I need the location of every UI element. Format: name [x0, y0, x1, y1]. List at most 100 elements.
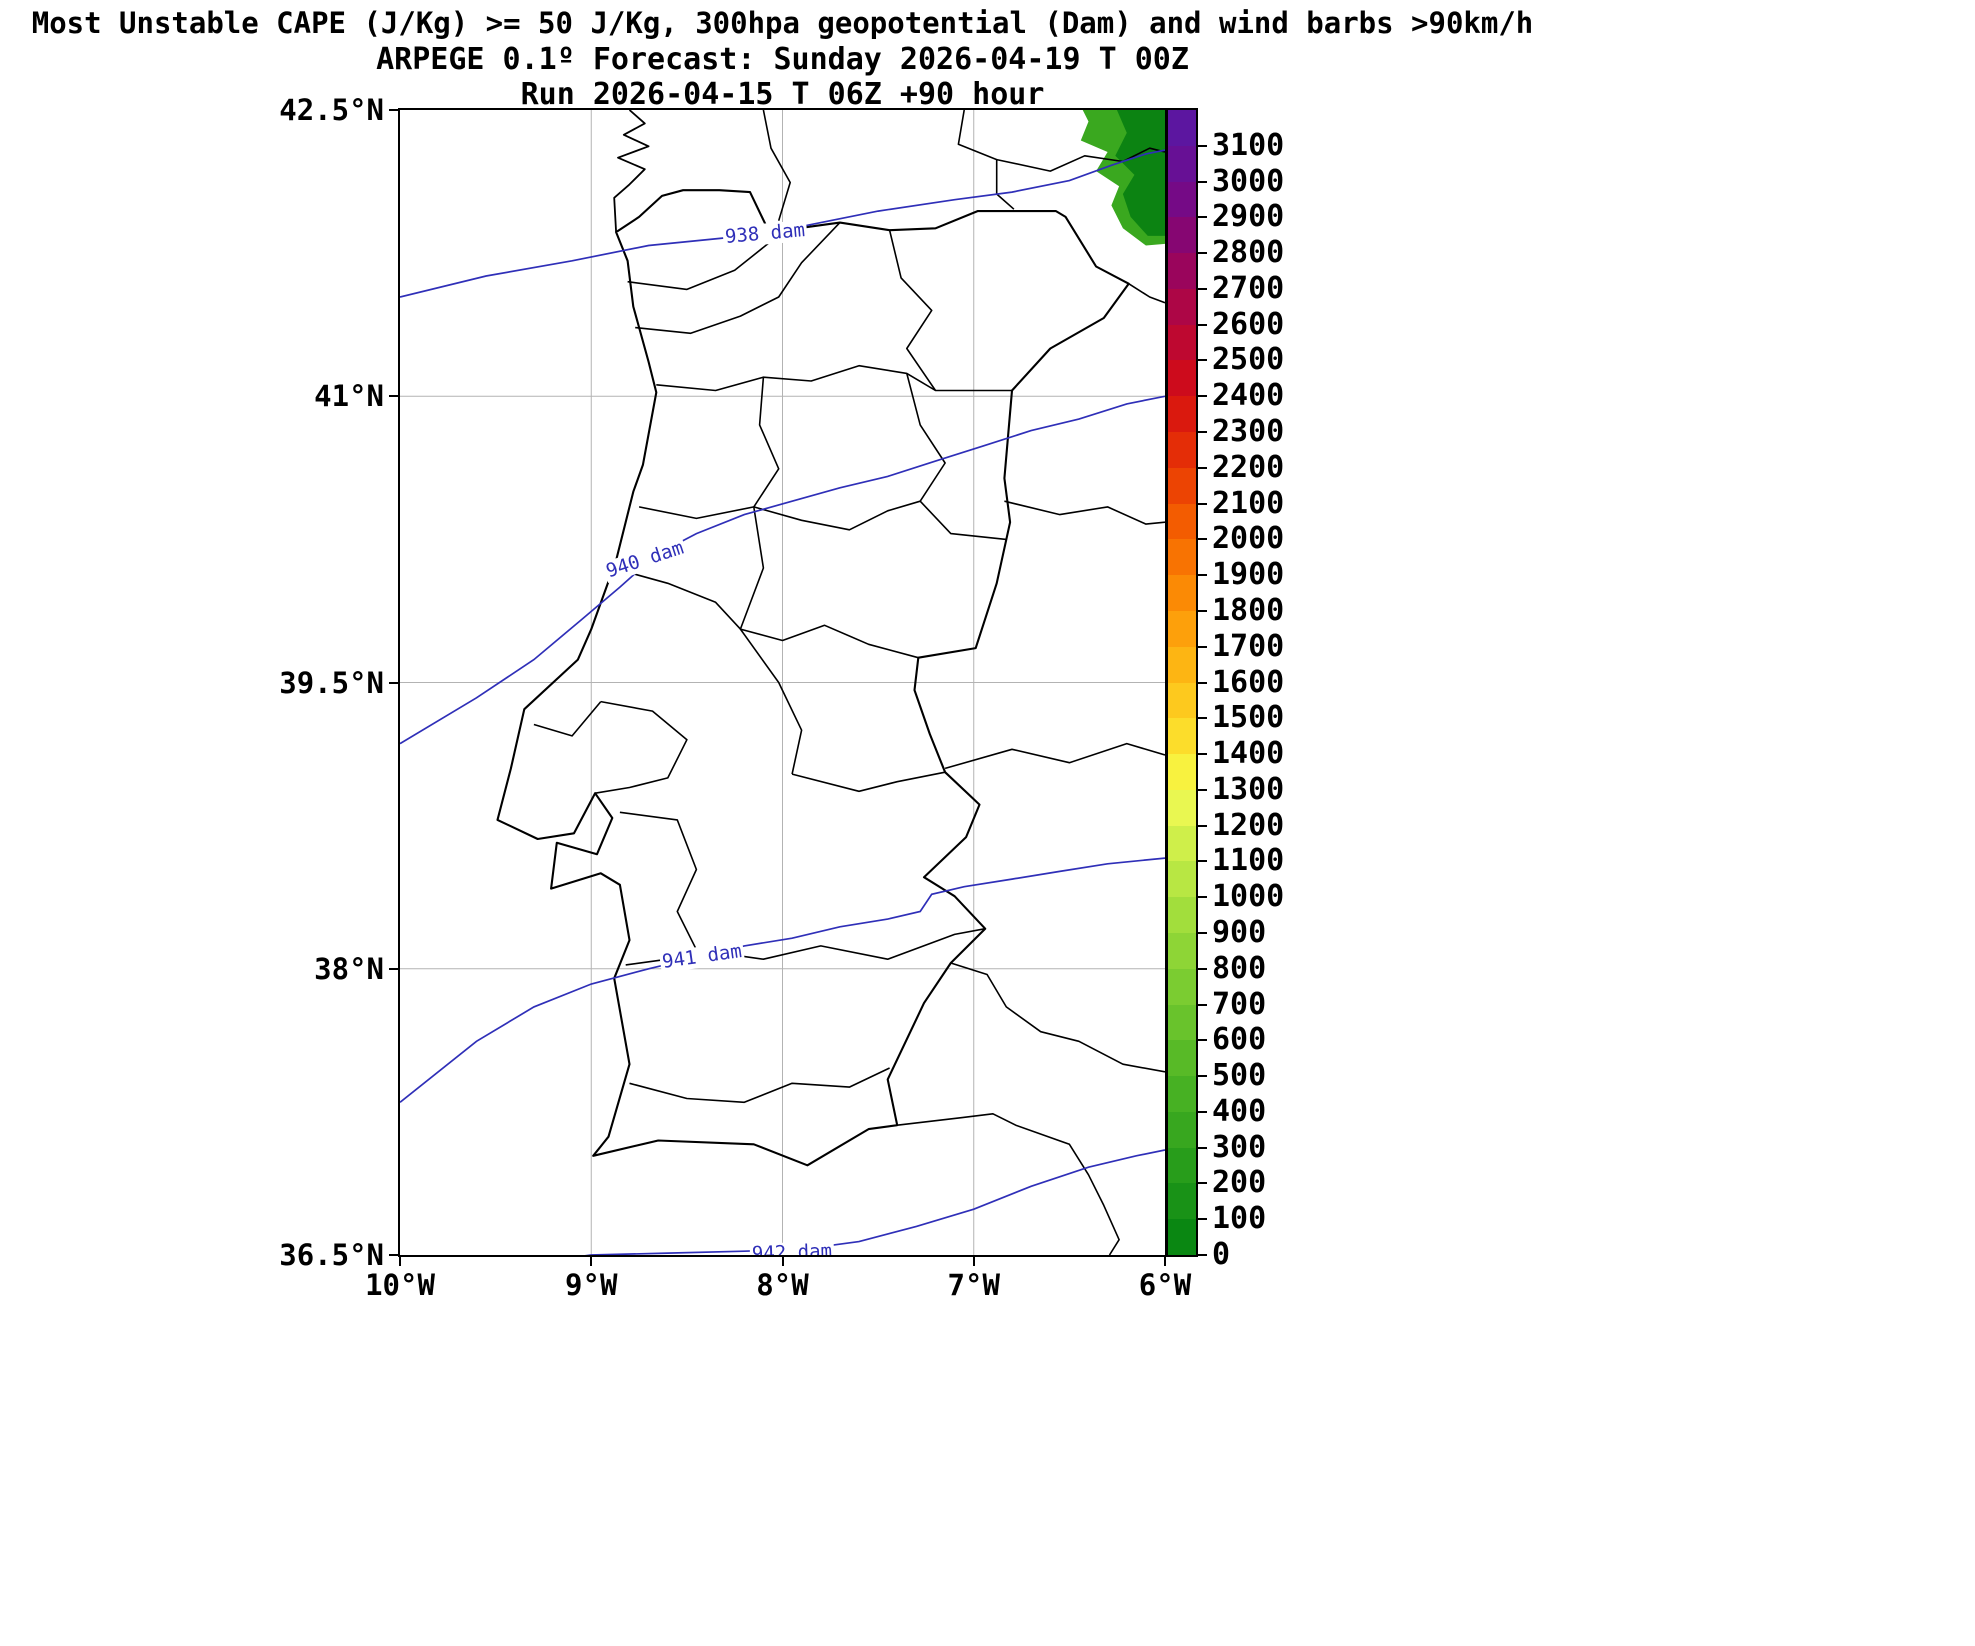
- colorbar-tick-29: [1198, 216, 1207, 219]
- chart-subtitle-forecast: ARPEGE 0.1º Forecast: Sunday 2026-04-19 …: [376, 42, 1189, 77]
- colorbar-segment-19: [1168, 538, 1196, 576]
- geopotential-contour-942: [584, 1149, 1165, 1255]
- colorbar-tick-label-6: 600: [1212, 1022, 1267, 1058]
- colorbar-segment-3: [1168, 1111, 1196, 1148]
- colorbar-tick-13: [1198, 788, 1207, 791]
- colorbar-tick-label-10: 1000: [1212, 879, 1285, 915]
- portugal-district-boundary: [739, 628, 803, 775]
- colorbar-tick-27: [1198, 287, 1207, 290]
- colorbar-segment-25: [1168, 324, 1196, 361]
- colorbar-tick-12: [1198, 824, 1207, 827]
- colorbar-tick-label-15: 1500: [1212, 700, 1285, 736]
- colorbar-tick-label-3: 300: [1212, 1129, 1267, 1165]
- portugal-district-boundary: [906, 373, 1007, 541]
- colorbar-tick-21: [1198, 502, 1207, 505]
- portugal-coast-and-border: [496, 189, 1130, 1167]
- colorbar-tick-20: [1198, 538, 1207, 541]
- y-tick-mark-3: [389, 967, 398, 970]
- colorbar-tick-5: [1198, 1075, 1207, 1078]
- x-tick-label-2: 8°W: [756, 1268, 809, 1302]
- colorbar-tick-0: [1198, 1254, 1207, 1256]
- colorbar-tick-label-9: 900: [1212, 914, 1267, 950]
- portugal-district-boundary: [635, 222, 841, 335]
- colorbar-tick-label-2: 200: [1212, 1165, 1267, 1201]
- chart-title: Most Unstable CAPE (J/Kg) >= 50 J/Kg, 30…: [31, 6, 1534, 40]
- colorbar-tick-3: [1198, 1146, 1207, 1149]
- geopotential-contour-940: [400, 395, 1165, 745]
- colorbar-tick-label-27: 2700: [1212, 270, 1285, 306]
- colorbar-tick-1: [1198, 1218, 1207, 1221]
- colorbar-tick-26: [1198, 323, 1207, 326]
- colorbar-tick-label-0: 0: [1212, 1237, 1231, 1272]
- colorbar-segment-29: [1168, 181, 1196, 218]
- colorbar-segment-2: [1168, 1147, 1196, 1184]
- colorbar-segment-8: [1168, 932, 1196, 969]
- colorbar-segment-18: [1168, 574, 1196, 611]
- colorbar-tick-label-7: 700: [1212, 986, 1267, 1022]
- colorbar-tick-25: [1198, 359, 1207, 362]
- colorbar-tick-label-30: 3000: [1212, 163, 1285, 199]
- spain-province-boundary: [897, 1113, 1120, 1255]
- portugal-district-boundary: [594, 700, 688, 794]
- spain-province-boundary: [944, 742, 1165, 770]
- colorbar-segment-15: [1168, 681, 1196, 719]
- x-tick-mark-2: [781, 1257, 784, 1266]
- colorbar-segment-11: [1168, 825, 1196, 862]
- x-tick-mark-1: [590, 1257, 593, 1266]
- colorbar-tick-23: [1198, 431, 1207, 434]
- colorbar-segment-0: [1168, 1218, 1196, 1255]
- colorbar-tick-label-21: 2100: [1212, 485, 1285, 521]
- colorbar-segment-26: [1168, 288, 1196, 325]
- colorbar-tick-label-26: 2600: [1212, 306, 1285, 342]
- colorbar-tick-6: [1198, 1039, 1207, 1042]
- portugal-district-boundary: [619, 811, 698, 951]
- geopotential-contour-938: [400, 149, 1165, 298]
- colorbar-tick-7: [1198, 1003, 1207, 1006]
- colorbar-segment-1: [1168, 1182, 1196, 1220]
- colorbar-segment-13: [1168, 753, 1196, 790]
- colorbar-segment-20: [1168, 503, 1196, 540]
- colorbar-tick-label-20: 2000: [1212, 521, 1285, 557]
- portugal-district-boundary: [739, 506, 765, 630]
- colorbar-tick-label-12: 1200: [1212, 807, 1285, 843]
- spain-province-boundary: [950, 962, 1165, 1073]
- colorbar-tick-label-13: 1300: [1212, 771, 1285, 807]
- galicia-coastline: [613, 110, 650, 233]
- portugal-district-boundary: [533, 701, 602, 737]
- colorbar-tick-16: [1198, 681, 1207, 684]
- colorbar: [1166, 108, 1198, 1257]
- colorbar-segment-12: [1168, 789, 1196, 826]
- x-tick-label-3: 7°W: [947, 1268, 1000, 1302]
- y-tick-mark-1: [389, 395, 398, 398]
- y-tick-mark-2: [389, 681, 398, 684]
- colorbar-segment-23: [1168, 395, 1196, 433]
- colorbar-tick-label-18: 1800: [1212, 592, 1285, 628]
- colorbar-tick-label-5: 500: [1212, 1058, 1267, 1094]
- colorbar-tick-label-23: 2300: [1212, 414, 1285, 450]
- portugal-district-boundary: [753, 500, 921, 531]
- colorbar-tick-label-28: 2800: [1212, 235, 1285, 271]
- colorbar-tick-label-24: 2400: [1212, 378, 1285, 414]
- colorbar-segment-17: [1168, 610, 1196, 647]
- portugal-district-boundary: [656, 364, 1012, 392]
- colorbar-segment-14: [1168, 717, 1196, 755]
- colorbar-tick-19: [1198, 574, 1207, 577]
- colorbar-segment-6: [1168, 1003, 1196, 1041]
- contour-label-942: 942 dam: [749, 1240, 835, 1255]
- colorbar-tick-22: [1198, 466, 1207, 469]
- portugal-district-boundary: [638, 506, 754, 520]
- portugal-district-boundary: [612, 567, 919, 659]
- colorbar-tick-label-16: 1600: [1212, 664, 1285, 700]
- x-tick-mark-3: [972, 1257, 975, 1266]
- spain-province-boundary: [1004, 500, 1165, 525]
- colorbar-tick-label-31: 3100: [1212, 127, 1285, 163]
- colorbar-segment-22: [1168, 431, 1196, 468]
- colorbar-tick-10: [1198, 896, 1207, 899]
- colorbar-segment-28: [1168, 216, 1196, 254]
- portugal-district-boundary: [791, 771, 946, 793]
- colorbar-tick-label-17: 1700: [1212, 628, 1285, 664]
- spain-province-boundary: [1128, 283, 1165, 304]
- spain-province-boundary: [957, 110, 1015, 210]
- colorbar-tick-18: [1198, 609, 1207, 612]
- colorbar-tick-24: [1198, 395, 1207, 398]
